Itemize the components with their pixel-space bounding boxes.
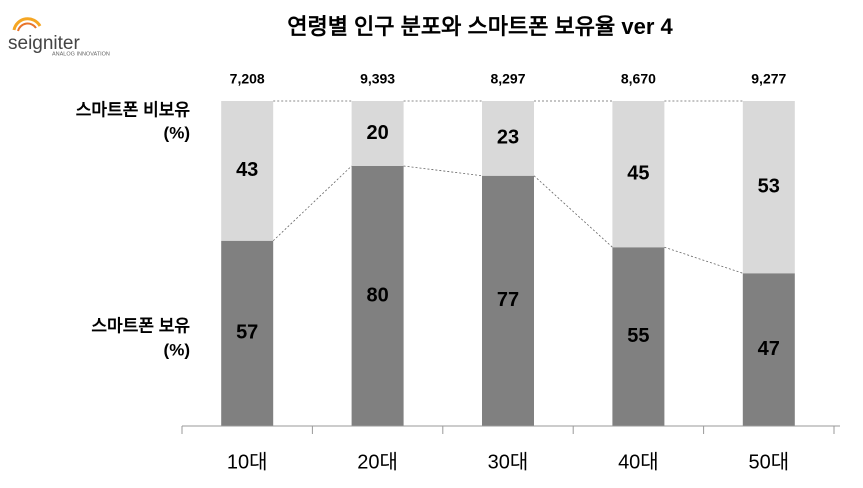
bar-segment [742, 273, 795, 426]
bar-segment [221, 101, 274, 241]
connector-line [664, 246, 743, 274]
total-label: 9,277 [751, 71, 786, 87]
total-label: 7,208 [230, 71, 265, 87]
x-tick-label: 30대 [488, 450, 529, 473]
logo-tagline: ANALOG INNOVATION [52, 51, 110, 57]
series-unit: (%) [164, 123, 190, 142]
x-tick-label: 50대 [748, 450, 789, 473]
logo-name: seigniter [8, 33, 80, 54]
data-label: 43 [236, 159, 258, 181]
data-label: 55 [627, 325, 649, 347]
chart-title: 연령별 인구 분포와 스마트폰 보유율 ver 4 [287, 14, 673, 39]
data-label: 23 [497, 127, 519, 149]
connector-line [533, 175, 613, 248]
bar-segment [221, 240, 274, 426]
series-unit: (%) [164, 340, 190, 359]
total-label: 8,297 [490, 71, 525, 87]
bar-segment [612, 101, 665, 248]
logo-arc [17, 22, 37, 32]
x-tick-label: 10대 [227, 450, 268, 473]
bar-segment [351, 101, 404, 166]
connector-line [403, 165, 483, 177]
series-label: 스마트폰 보유 [91, 316, 190, 335]
x-tick-label: 40대 [618, 450, 659, 473]
data-label: 57 [236, 322, 258, 344]
bar-segment [482, 101, 534, 176]
data-label: 80 [366, 284, 388, 306]
connector-line [272, 165, 352, 242]
data-label: 77 [497, 289, 519, 311]
bar-segment [742, 101, 795, 274]
data-label: 53 [758, 175, 780, 197]
total-label: 8,670 [621, 71, 656, 87]
series-label: 스마트폰 비보유 [76, 100, 191, 119]
logo-arc [12, 17, 42, 31]
bar-segment [612, 247, 665, 426]
data-label: 20 [366, 122, 388, 144]
x-tick-label: 20대 [357, 450, 398, 473]
total-label: 9,393 [360, 71, 395, 87]
data-label: 47 [758, 338, 780, 360]
bar-segment [482, 175, 534, 426]
data-label: 45 [627, 162, 649, 184]
logo: seigniter ANALOG INNOVATION [8, 17, 110, 57]
bar-segment [351, 166, 404, 426]
